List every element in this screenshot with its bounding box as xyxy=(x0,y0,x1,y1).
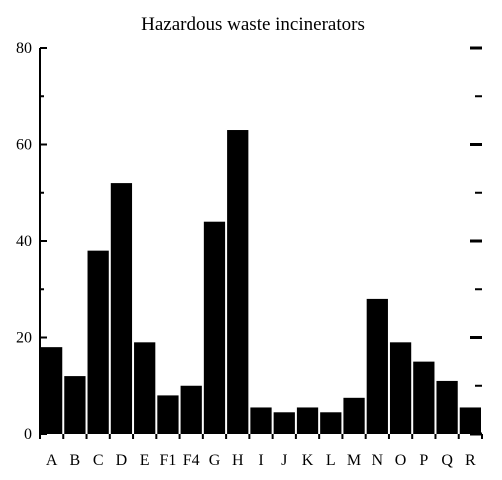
y-tick-label: 0 xyxy=(24,426,32,443)
y-tick-label: 60 xyxy=(16,137,32,154)
x-tick-label: O xyxy=(395,452,407,469)
bar-Q xyxy=(436,380,458,434)
y-tick-label: 80 xyxy=(16,40,32,57)
x-tick-label: E xyxy=(140,452,150,469)
x-tick-label: N xyxy=(372,452,384,469)
x-tick-label: C xyxy=(93,452,104,469)
x-tick-label: Q xyxy=(441,452,453,469)
bar-M xyxy=(343,397,365,434)
x-tick-label: F1 xyxy=(159,452,176,469)
bar-R xyxy=(459,407,481,434)
bar-K xyxy=(296,407,319,434)
x-tick-label: M xyxy=(347,452,361,469)
bar-O xyxy=(389,342,412,434)
x-tick-label: F4 xyxy=(183,452,200,469)
bar-B xyxy=(64,376,86,434)
x-tick-label: J xyxy=(281,452,287,469)
bar-J xyxy=(273,412,295,434)
x-tick-label: I xyxy=(258,452,263,469)
bar-C xyxy=(87,250,109,434)
bar-L xyxy=(320,412,342,434)
x-tick-label: H xyxy=(232,452,244,469)
y-tick-label: 20 xyxy=(16,330,32,347)
chart-title: Hazardous waste incinerators xyxy=(141,14,365,35)
bar-P xyxy=(413,361,435,434)
bar-F4 xyxy=(180,385,202,434)
x-tick-label: A xyxy=(46,452,58,469)
x-tick-label: G xyxy=(209,452,221,469)
bar-F1 xyxy=(157,395,179,434)
bar-D xyxy=(110,183,133,434)
bar-N xyxy=(366,298,388,434)
x-tick-label: K xyxy=(302,452,314,469)
x-tick-label: P xyxy=(419,452,428,469)
bar-A xyxy=(41,347,63,434)
bar-E xyxy=(134,342,156,434)
x-tick-label: D xyxy=(116,452,128,469)
bar-I xyxy=(250,407,272,434)
bar-H xyxy=(227,130,249,434)
y-tick-label: 40 xyxy=(16,233,32,250)
x-tick-label: B xyxy=(70,452,81,469)
bar-G xyxy=(203,221,226,434)
x-tick-label: L xyxy=(326,452,336,469)
x-tick-label: R xyxy=(465,452,476,469)
